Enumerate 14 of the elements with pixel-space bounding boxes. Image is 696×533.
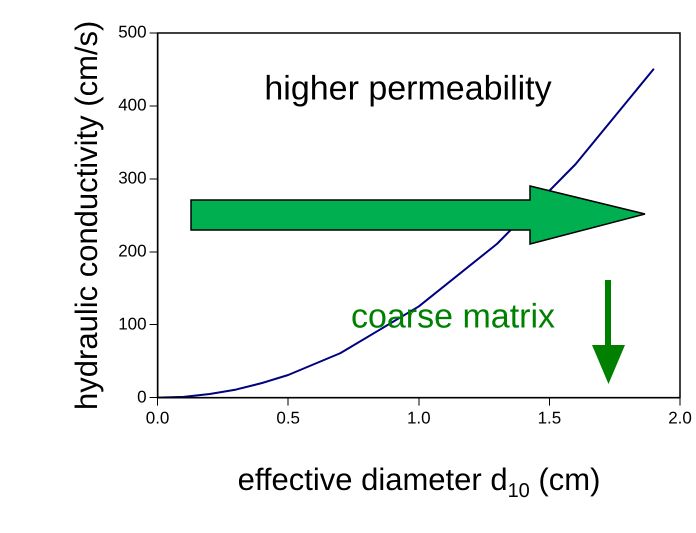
x-tick-label: 0.5 bbox=[276, 408, 300, 428]
y-tick-label: 300 bbox=[118, 168, 147, 188]
x-tick-label: 2.0 bbox=[668, 408, 692, 428]
x-tick-label: 1.0 bbox=[406, 408, 431, 428]
x-tick-label: 0.0 bbox=[146, 408, 170, 428]
x-axis-title: effective diameter d$_{10}$ (cm) bbox=[236, 462, 602, 504]
y-tick-label: 500 bbox=[118, 22, 147, 42]
y-tick-label: 0 bbox=[137, 387, 147, 406]
y-tick-label: 100 bbox=[118, 314, 147, 334]
y-tick-label: 400 bbox=[118, 96, 147, 115]
x-tick-label: 1.5 bbox=[538, 408, 562, 428]
y-tick-label: 200 bbox=[118, 241, 147, 260]
y-axis-title: hydraulic conductivity (cm/s) bbox=[69, 20, 104, 410]
annotation: higher permeability bbox=[264, 69, 552, 108]
